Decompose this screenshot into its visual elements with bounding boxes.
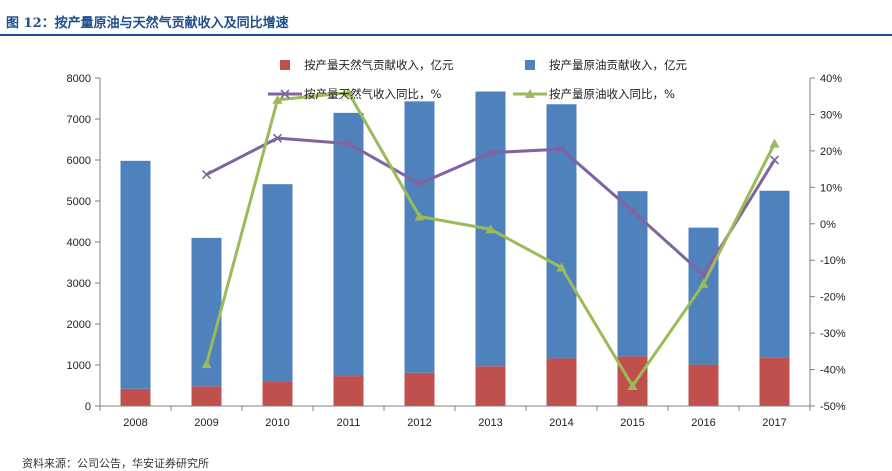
legend-label: 按产量原油贡献收入，亿元 [549,58,687,72]
bar-oil-2014 [546,104,577,359]
point-gas-yoy-2015 [627,206,638,216]
point-oil-yoy-2011 [343,87,354,97]
point-gas-yoy-2009 [201,170,212,180]
y-right-tick-label: 30% [820,109,842,121]
x-tick-label: 2013 [478,417,502,429]
point-oil-yoy-2013 [485,224,496,234]
y-left-tick-label: 1000 [67,360,91,372]
line-layer [201,87,780,390]
legend-item: 按产量原油收入同比，% [513,87,675,101]
x-tick-label: 2011 [337,417,361,429]
title-divider [0,34,892,36]
y-right-tick-label: 10% [820,182,842,194]
marker-stroke [627,206,638,216]
legend-label: 按产量天然气贡献收入，亿元 [304,58,454,72]
figure-source: 资料来源：公司公告，华安证券研究所 [22,457,209,470]
legend-swatch [525,60,535,70]
point-gas-yoy-2013 [485,148,496,158]
y-left-tick-label: 0 [85,401,91,413]
bar-gas-2009 [191,386,222,406]
x-tick-label: 2015 [620,417,644,429]
point-oil-yoy-2009 [201,359,212,369]
legend-marker [525,89,535,98]
bar-gas-2016 [688,364,719,406]
legend-item: 按产量原油贡献收入，亿元 [525,58,687,72]
y-right-tick-label: -30% [820,328,846,340]
point-oil-yoy-2016 [698,278,709,288]
bar-layer [120,91,790,406]
bar-gas-2014 [546,358,577,406]
point-gas-yoy-2012 [414,179,425,189]
x-tick-label: 2014 [549,417,573,429]
x-tick-label: 2017 [762,417,786,429]
y-left-tick-label: 6000 [67,155,91,167]
marker-stroke [280,89,290,99]
y-left-tick-label: 4000 [67,237,91,249]
y-right-tick-label: -40% [820,365,846,377]
bar-gas-2013 [475,366,506,406]
y-left-tick-label: 8000 [67,73,91,85]
point-oil-yoy-2014 [556,262,567,272]
bar-oil-2017 [759,190,790,358]
figure-title: 图 12：按产量原油与天然气贡献收入及同比增速 [6,16,289,31]
marker-stroke [485,148,496,158]
legend-marker [280,89,290,99]
legend-item: 按产量天然气收入同比，% [268,87,441,101]
point-gas-yoy-2014 [556,144,567,154]
y-right-tick-label: 40% [820,73,842,85]
marker-stroke [414,179,425,189]
bar-oil-2011 [333,112,364,377]
y-left-tick-label: 7000 [67,114,91,126]
bar-gas-2017 [759,357,790,406]
legend-item: 按产量天然气贡献收入，亿元 [280,58,454,72]
marker-stroke [343,139,354,149]
y-left-tick-label: 5000 [67,196,91,208]
x-tick-label: 2008 [123,417,147,429]
axis-layer: 0 1000 2000 3000 4000 5000 6000 7000 8000 -50% -40… [67,73,846,429]
bar-gas-2010 [262,381,293,406]
marker-stroke [698,270,709,280]
marker-stroke [769,155,780,165]
point-oil-yoy-2010 [272,94,283,104]
point-gas-yoy-2010 [272,133,283,143]
y-left-tick-label: 3000 [67,278,91,290]
bar-oil-2012 [404,101,435,373]
point-gas-yoy-2011 [343,139,354,149]
y-left-tick-label: 2000 [67,319,91,331]
marker-stroke [272,133,283,143]
bar-gas-2011 [333,376,364,406]
point-oil-yoy-2012 [414,211,425,221]
x-tick-label: 2010 [265,417,289,429]
y-right-tick-label: 0% [820,219,836,231]
x-tick-label: 2012 [407,417,431,429]
y-right-tick-label: -20% [820,292,846,304]
revenue-chart: 0 1000 2000 3000 4000 5000 6000 7000 8000 -50% -40… [67,58,846,429]
legend-swatch [280,60,290,70]
y-right-tick-label: -50% [820,401,846,413]
legend-label: 按产量原油收入同比，% [549,87,675,101]
y-right-tick-label: -10% [820,255,846,267]
bar-oil-2015 [617,191,648,357]
y-right-tick-label: 20% [820,146,842,158]
marker-stroke [556,144,567,154]
bar-oil-2010 [262,184,293,382]
bar-gas-2008 [120,388,151,406]
point-oil-yoy-2015 [627,380,638,390]
marker-stroke [201,170,212,180]
point-oil-yoy-2017 [769,138,780,148]
x-tick-label: 2009 [194,417,218,429]
bar-gas-2012 [404,372,435,406]
bar-oil-2008 [120,160,151,389]
bar-oil-2016 [688,227,719,365]
x-tick-label: 2016 [691,417,715,429]
point-gas-yoy-2017 [769,155,780,165]
legend-label: 按产量天然气收入同比，% [304,87,441,101]
